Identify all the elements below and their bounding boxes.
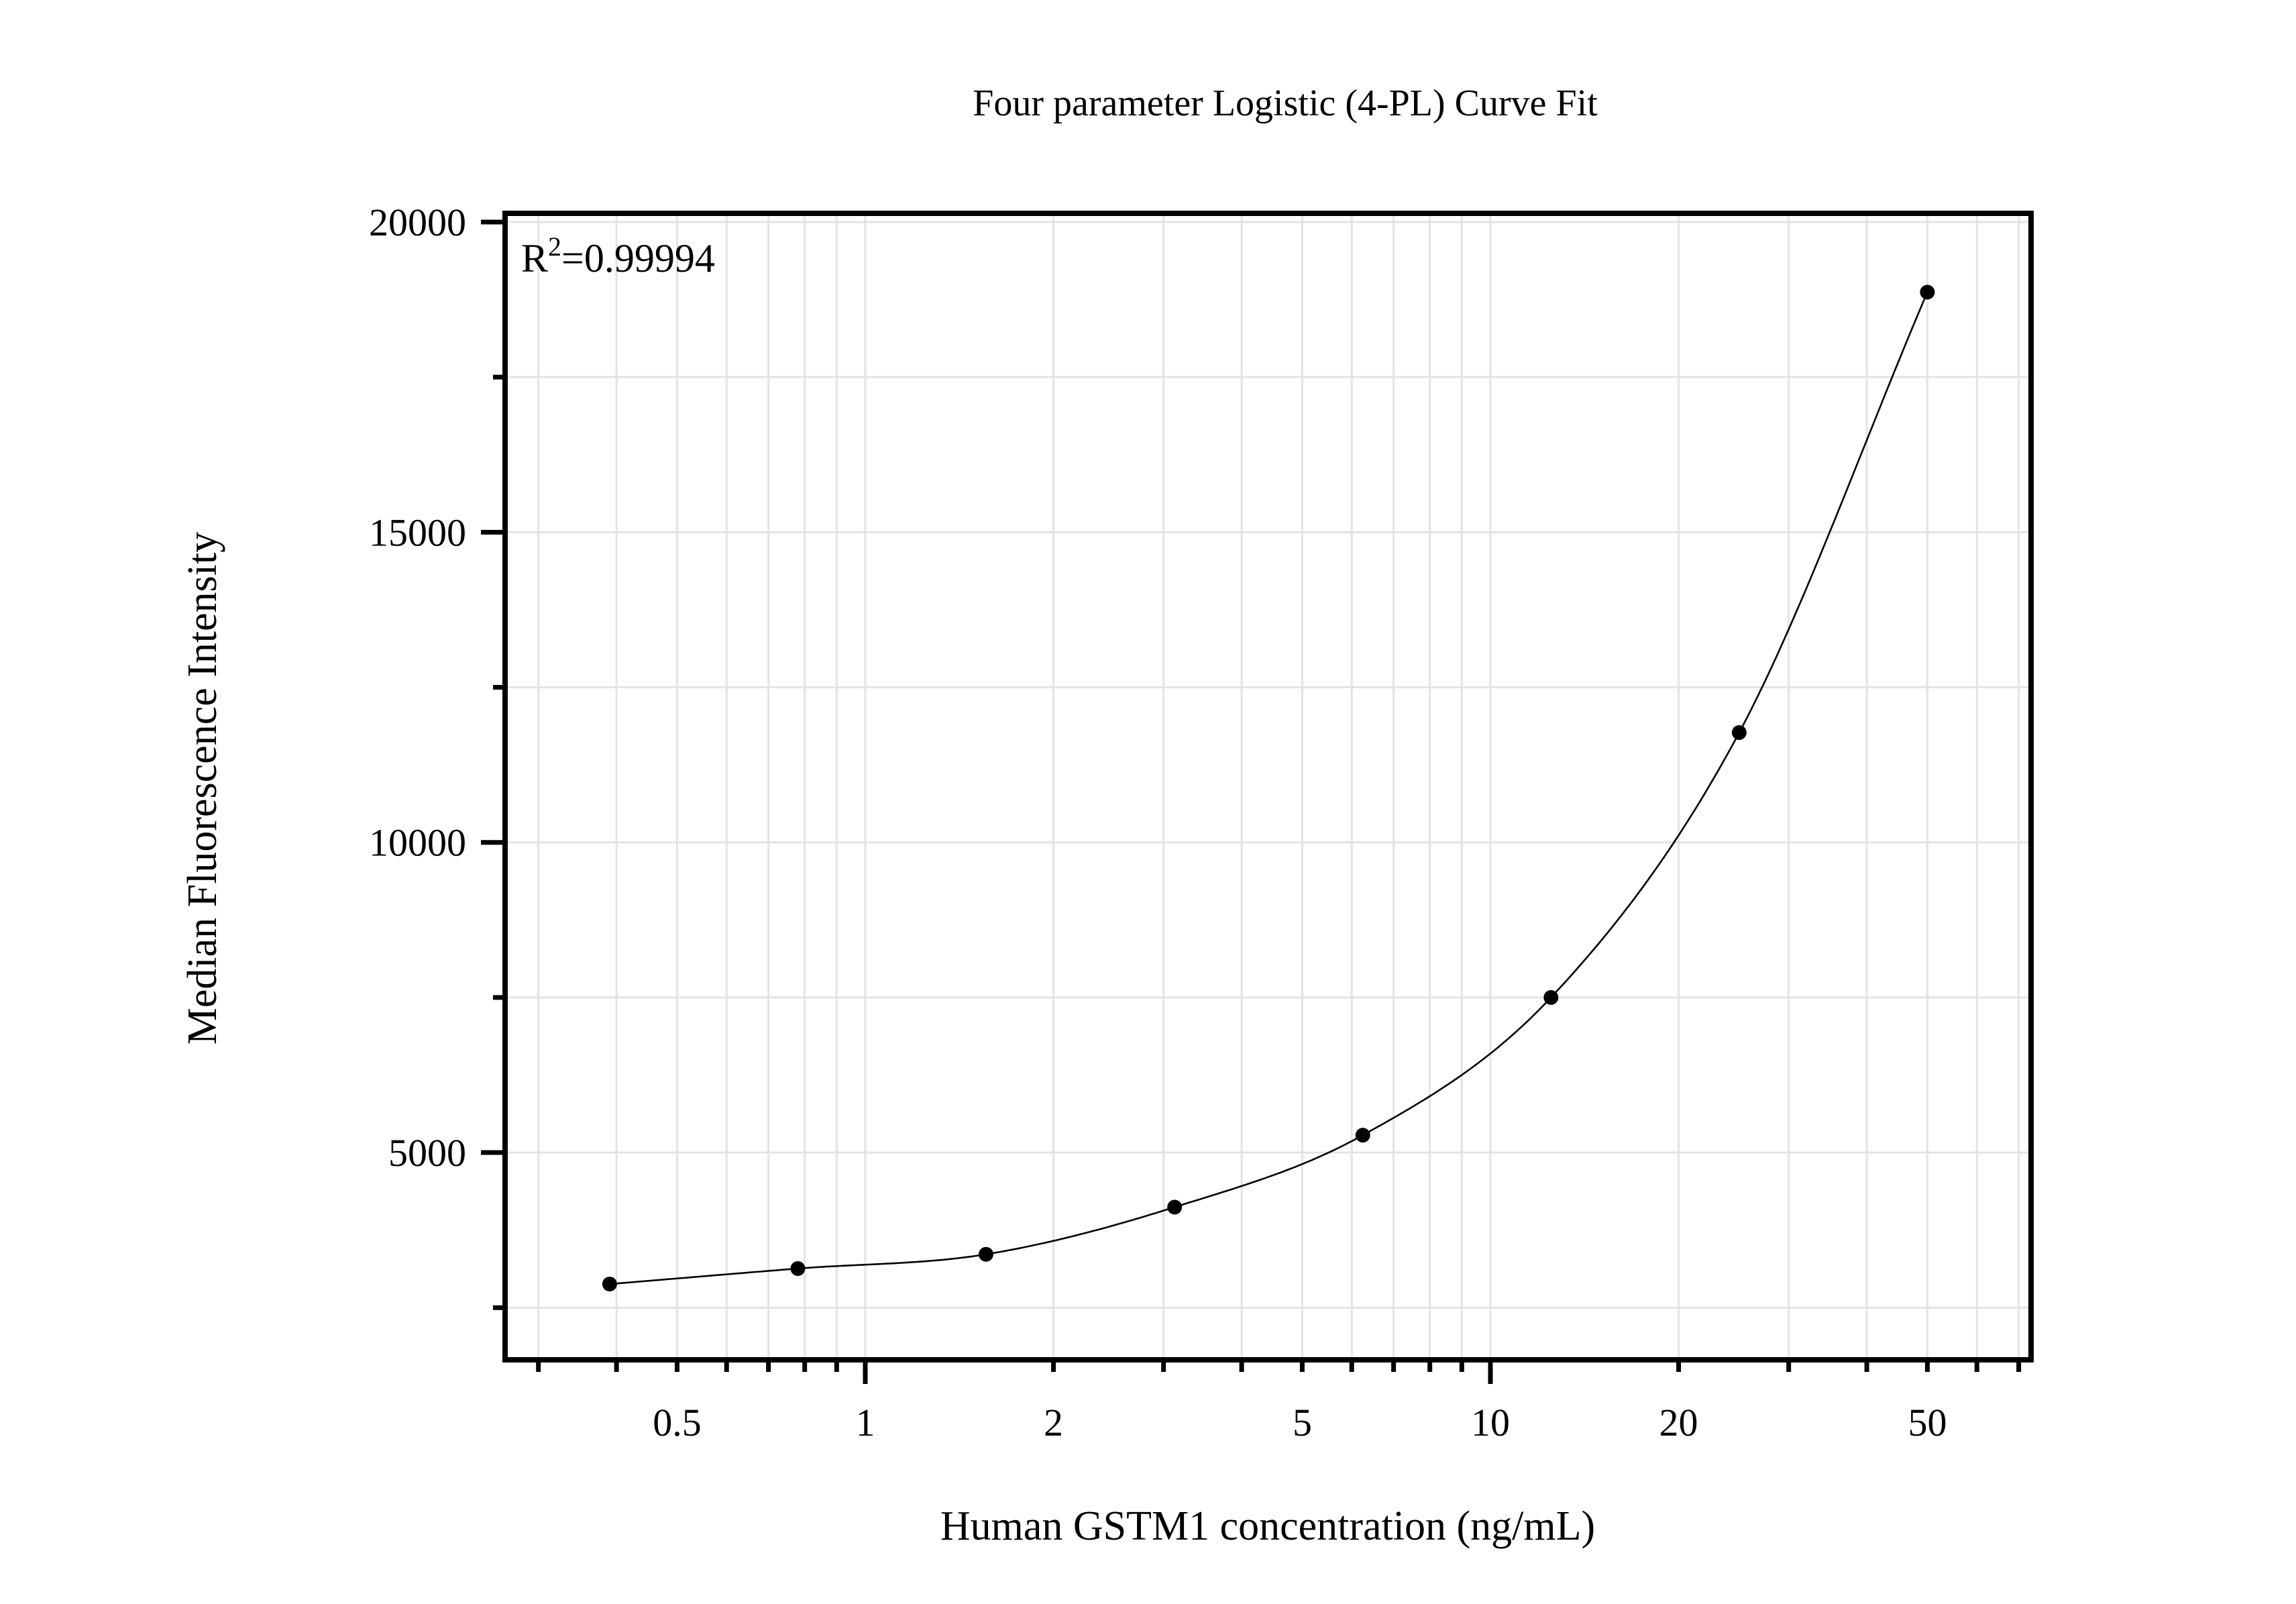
fit-curve	[609, 291, 1928, 1285]
data-point	[1167, 1199, 1183, 1215]
r-squared-annotation: R2=0.99994	[521, 231, 715, 280]
x-tick-label: 2	[1044, 1401, 1063, 1444]
y-tick-label: 10000	[369, 821, 466, 865]
data-point	[1355, 1128, 1370, 1143]
data-point	[790, 1261, 806, 1276]
x-tick-label: 1	[856, 1401, 875, 1444]
y-axis-title: Median Fluorescence Intensity	[180, 532, 225, 1045]
data-point	[978, 1246, 993, 1262]
y-tick-label: 15000	[369, 511, 466, 554]
data-points	[602, 284, 1935, 1292]
gridlines	[505, 213, 2031, 1360]
x-tick-label: 10	[1471, 1401, 1510, 1444]
data-point	[1731, 725, 1747, 741]
data-point	[1920, 284, 1935, 300]
chart-title: Four parameter Logistic (4-PL) Curve Fit	[973, 83, 1598, 124]
x-axis-tick-labels: 0.5 1 2 5 10 20 50	[653, 1401, 1947, 1444]
y-tick-label: 5000	[388, 1131, 466, 1175]
data-point	[1543, 990, 1559, 1005]
axis-ticks	[481, 219, 2022, 1384]
x-axis-title: Human GSTM1 concentration (ng/mL)	[940, 1503, 1595, 1549]
x-tick-label: 20	[1659, 1401, 1698, 1444]
data-point	[602, 1277, 617, 1292]
x-tick-label: 0.5	[653, 1401, 702, 1444]
x-tick-label: 50	[1908, 1401, 1947, 1444]
y-axis-tick-labels: 5000 10000 15000 20000	[369, 201, 466, 1175]
plot-frame	[502, 211, 2034, 1362]
y-tick-label: 20000	[369, 201, 466, 244]
x-tick-label: 5	[1293, 1401, 1312, 1444]
